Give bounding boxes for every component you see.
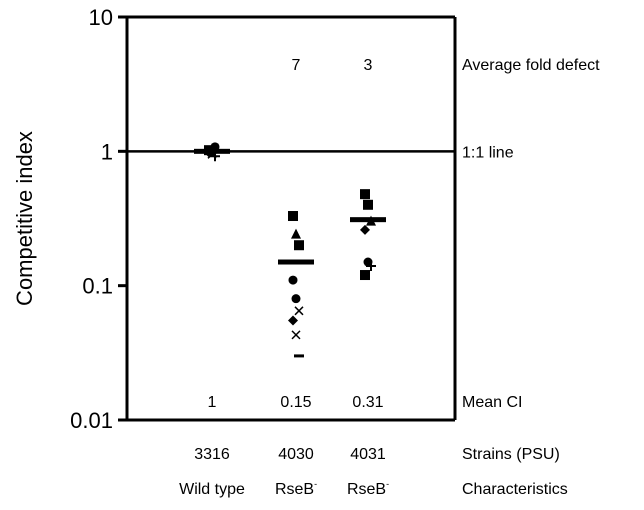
characteristic-text: RseB bbox=[347, 481, 386, 498]
mean-ci-value: 0.15 bbox=[280, 394, 311, 411]
y-tick-label: 10 bbox=[89, 5, 113, 30]
mean-ci-value: 1 bbox=[208, 394, 217, 411]
data-point-x bbox=[292, 331, 300, 339]
strain-label: 4030 bbox=[278, 446, 314, 463]
mean-ci-bar bbox=[278, 260, 314, 265]
data-point-square bbox=[288, 211, 298, 221]
strains-row-label: Strains (PSU) bbox=[462, 446, 560, 463]
characteristic-label: RseB- bbox=[275, 479, 317, 498]
characteristics-row-label: Characteristics bbox=[462, 481, 568, 498]
data-point-square bbox=[363, 200, 373, 210]
fold-defect-value: 7 bbox=[292, 57, 301, 74]
data-point-square bbox=[360, 270, 370, 280]
data-point-circle bbox=[289, 276, 298, 285]
mean-ci-value: 0.31 bbox=[352, 394, 383, 411]
characteristic-superscript: - bbox=[314, 479, 317, 489]
strain-label: 3316 bbox=[194, 446, 230, 463]
mean-ci-bar bbox=[194, 149, 230, 154]
data-point-square bbox=[294, 240, 304, 250]
strain-label: 4031 bbox=[350, 446, 386, 463]
data-point-diamond bbox=[288, 316, 298, 326]
data-point-diamond bbox=[360, 225, 370, 235]
fold-defect-row-label: Average fold defect bbox=[462, 57, 600, 74]
y-tick-label: 0.1 bbox=[82, 274, 113, 299]
characteristic-text: RseB bbox=[275, 481, 314, 498]
data-point-square bbox=[360, 189, 370, 199]
y-axis-title: Competitive index bbox=[12, 131, 37, 306]
data-point-dash bbox=[294, 354, 304, 357]
mean-ci-bar bbox=[350, 217, 386, 222]
data-point-triangle bbox=[291, 229, 301, 239]
y-tick-label: 1 bbox=[101, 139, 113, 164]
data-point-circle bbox=[292, 294, 301, 303]
characteristic-text: Wild type bbox=[179, 481, 245, 498]
characteristic-superscript: - bbox=[386, 479, 389, 489]
characteristic-label: Wild type bbox=[179, 481, 245, 498]
characteristic-label: RseB- bbox=[347, 479, 389, 498]
data-point-x bbox=[295, 307, 303, 315]
reference-line-label: 1:1 line bbox=[462, 144, 514, 161]
mean-ci-row-label: Mean CI bbox=[462, 394, 522, 411]
fold-defect-value: 3 bbox=[364, 57, 373, 74]
y-tick-label: 0.01 bbox=[70, 408, 113, 433]
